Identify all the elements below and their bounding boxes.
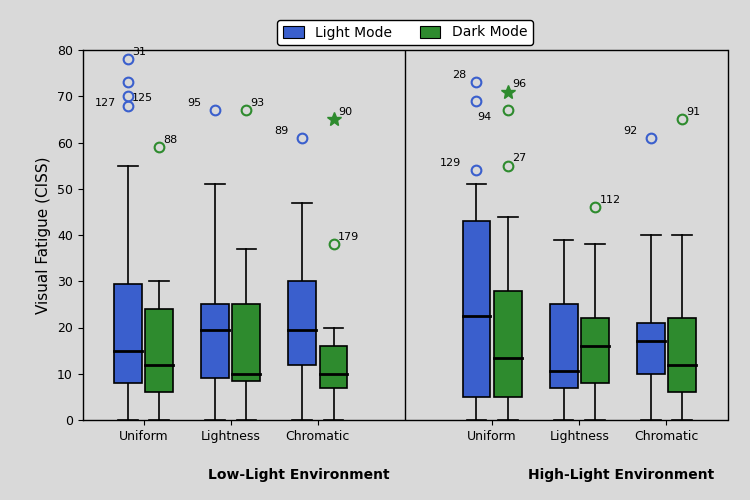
Text: 88: 88 (164, 135, 178, 145)
Text: Low-Light Environment: Low-Light Environment (208, 468, 389, 482)
Text: 95: 95 (187, 98, 201, 108)
Bar (637, 323, 664, 374)
Bar (232, 304, 260, 380)
Bar (668, 318, 696, 392)
Text: 179: 179 (338, 232, 359, 242)
Text: 112: 112 (599, 195, 620, 205)
Text: 129: 129 (440, 158, 461, 168)
Text: 94: 94 (477, 112, 491, 122)
Bar (550, 304, 578, 388)
Text: 127: 127 (94, 98, 116, 108)
Bar (463, 221, 490, 397)
Text: 125: 125 (132, 93, 153, 103)
Bar (201, 304, 229, 378)
Bar (146, 309, 173, 392)
Text: 90: 90 (338, 107, 352, 117)
Y-axis label: Visual Fatigue (CISS): Visual Fatigue (CISS) (36, 156, 51, 314)
Legend: Light Mode, Dark Mode: Light Mode, Dark Mode (278, 20, 532, 45)
Text: 96: 96 (512, 80, 526, 90)
Text: 28: 28 (452, 70, 466, 80)
Text: High-Light Environment: High-Light Environment (528, 468, 714, 482)
Text: 89: 89 (274, 126, 289, 136)
Text: 31: 31 (132, 47, 146, 57)
Text: 27: 27 (512, 154, 526, 164)
Text: 96: 96 (0, 499, 1, 500)
Text: 92: 92 (623, 126, 638, 136)
Bar (114, 284, 142, 383)
Text: 93: 93 (251, 98, 265, 108)
Bar (320, 346, 347, 388)
Bar (288, 281, 316, 364)
Bar (494, 290, 522, 397)
Bar (581, 318, 609, 383)
Text: 91: 91 (686, 107, 700, 117)
